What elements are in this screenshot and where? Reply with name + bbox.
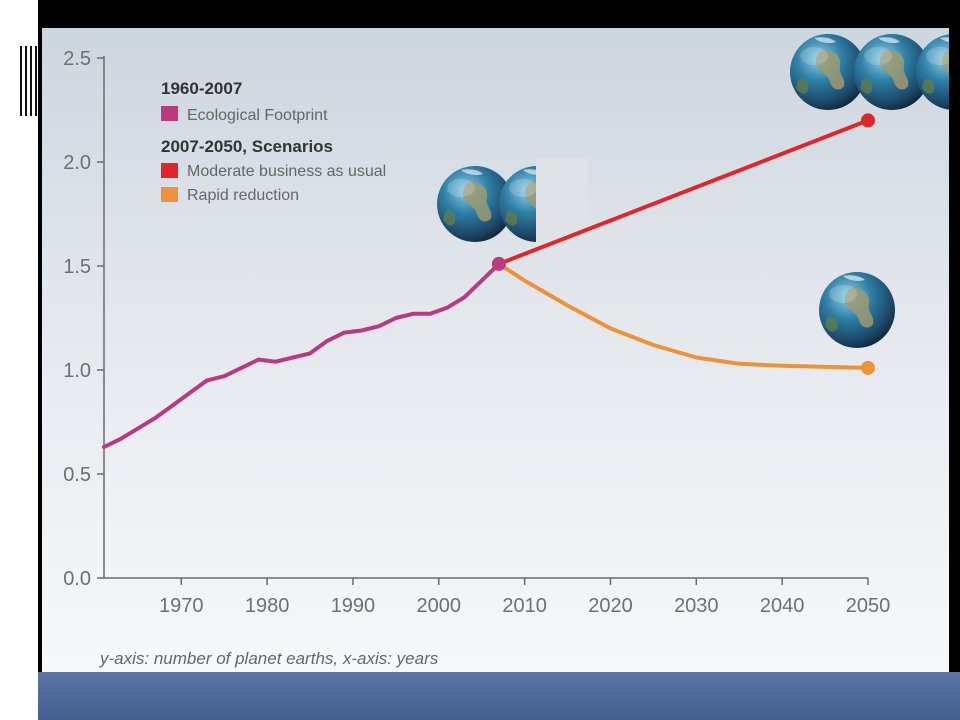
decorative-lines [20, 46, 40, 116]
chart-panel: 0.0 0.5 1.0 1.5 2.0 2.5 1970 1980 1990 2000 2010 2… [42, 28, 949, 672]
series-endpoint-marker [861, 360, 875, 375]
decorative-bar [26, 531, 34, 708]
series-line [102, 261, 501, 449]
y-tick-label: 0.0 [63, 568, 91, 590]
x-tick-label: 2040 [760, 595, 805, 617]
series-line [496, 118, 870, 266]
axis-footnote: y-axis: number of planet earths, x-axis:… [99, 649, 439, 668]
y-tick-label: 1.5 [63, 256, 91, 278]
legend-label: Rapid reduction [187, 187, 299, 204]
decorative-bars [26, 476, 36, 708]
earth-icon [819, 272, 895, 348]
x-tick-label: 1980 [245, 595, 290, 617]
chart: 0.0 0.5 1.0 1.5 2.0 2.5 1970 1980 1990 2000 2010 2… [63, 34, 949, 668]
x-tick-label: 1970 [159, 595, 204, 617]
earth-icon [916, 34, 949, 110]
x-tick-label: 1990 [331, 595, 376, 617]
legend: 1960-2007 Ecological Footprint 2007-2050… [161, 79, 386, 204]
y-tick-label: 2.0 [63, 152, 91, 174]
series-endpoint-marker [491, 256, 506, 271]
y-tick-label: 2.5 [63, 48, 91, 70]
legend-label: Moderate business as usual [187, 163, 386, 180]
x-tick-label: 2010 [502, 595, 547, 617]
series-line [496, 261, 870, 370]
x-ticks: 1970 1980 1990 2000 2010 2020 2030 2040 2050 [159, 578, 890, 617]
legend-swatch [161, 106, 178, 121]
y-tick-label: 0.5 [63, 464, 91, 486]
y-ticks: 0.0 0.5 1.0 1.5 2.0 2.5 [63, 48, 104, 590]
series-endpoint-marker [861, 113, 875, 128]
slide-bottom-band [38, 672, 960, 720]
x-tick-label: 2050 [846, 595, 891, 617]
axes [103, 56, 868, 579]
legend-heading: 1960-2007 [161, 79, 242, 98]
y-tick-label: 1.0 [63, 360, 91, 382]
legend-swatch [161, 163, 178, 178]
legend-swatch [161, 187, 178, 202]
x-tick-label: 2030 [674, 595, 719, 617]
globes-2050-bau [790, 34, 949, 110]
legend-heading: 2007-2050, Scenarios [161, 137, 333, 156]
decorative-bar [26, 476, 34, 484]
legend-label: Ecological Footprint [187, 107, 328, 124]
x-tick-label: 2020 [588, 595, 633, 617]
globe-2050-reduction [819, 272, 895, 348]
globe-crop-mask [536, 158, 588, 250]
slide-left-strip [0, 0, 38, 720]
decorative-bar [26, 505, 34, 527]
series-layer [102, 113, 875, 449]
decorative-bar [26, 487, 34, 501]
x-tick-label: 2000 [417, 595, 462, 617]
